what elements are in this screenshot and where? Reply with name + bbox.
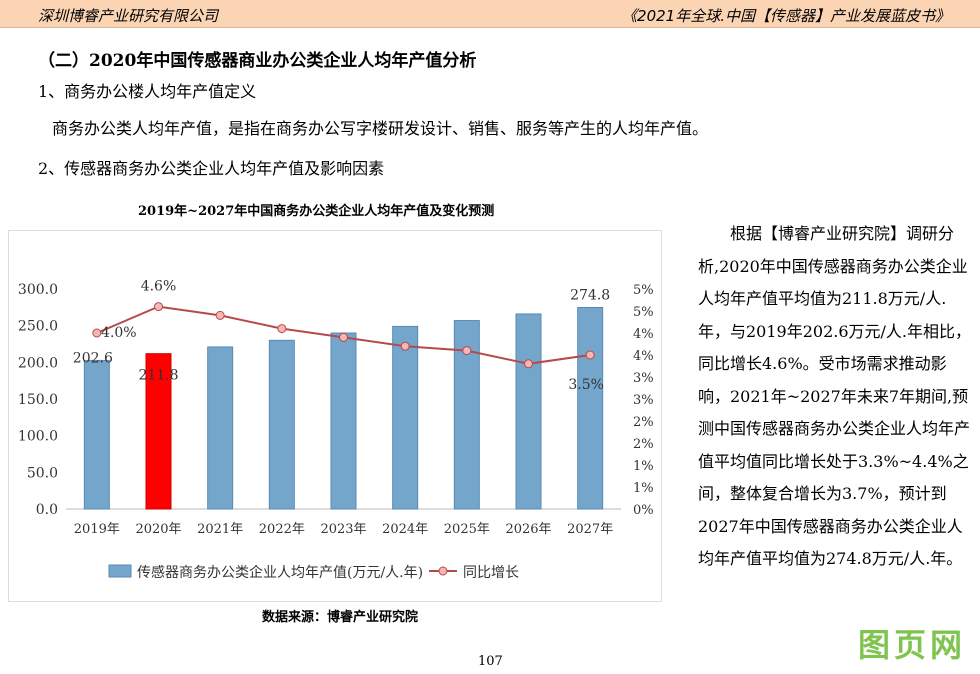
x-tick-label: 2027年: [567, 522, 613, 537]
y-tick-label: 50.0: [27, 465, 58, 481]
watermark-logo: 图页网: [858, 626, 967, 664]
growth-point: [585, 350, 595, 360]
bar: [207, 346, 234, 510]
y2-tick-label: 1%: [633, 481, 654, 496]
page-number: 107: [478, 654, 503, 669]
data-label: 211.8: [138, 368, 178, 384]
data-label: 4.0%: [101, 325, 137, 341]
y-tick-label: 200.0: [18, 355, 58, 371]
x-tick-label: 2023年: [320, 522, 366, 537]
x-tick-label: 2024年: [382, 522, 428, 537]
growth-point: [277, 324, 287, 334]
x-tick-label: 2026年: [505, 522, 551, 537]
header-company: 深圳博睿产业研究有限公司: [38, 7, 219, 25]
y-tick-label: 300.0: [18, 282, 58, 298]
x-tick-label: 2022年: [259, 522, 305, 537]
x-tick-label: 2021年: [197, 522, 243, 537]
page-header: 深圳博睿产业研究有限公司 《2021年全球.中国【传感器】产业发展蓝皮书》: [0, 0, 980, 28]
y-tick-label: 150.0: [18, 392, 58, 408]
bar: [83, 359, 110, 510]
legend-line-label: 同比增长: [463, 565, 519, 581]
data-label: 3.5%: [568, 377, 604, 393]
y2-tick-label: 4%: [633, 327, 654, 342]
chart-title: 2019年~2027年中国商务办公类企业人均年产值及变化预测: [138, 204, 495, 219]
y2-tick-label: 0%: [633, 503, 654, 518]
growth-point: [92, 328, 102, 338]
definition-text: 商务办公类人均年产值，是指在商务办公写字楼研发设计、销售、服务等产生的人均年产值…: [52, 119, 709, 138]
section-title: （二）2020年中国传感器商业办公类企业人均年产值分析: [38, 51, 477, 71]
data-label: 202.6: [73, 350, 113, 366]
bar: [392, 325, 419, 510]
data-label: 4.6%: [141, 279, 177, 295]
y2-tick-label: 4%: [633, 349, 654, 364]
bar: [577, 306, 604, 510]
y-tick-label: 250.0: [18, 319, 58, 335]
y2-tick-label: 3%: [633, 371, 654, 386]
legend-line-marker: [438, 566, 448, 576]
y2-tick-label: 2%: [633, 437, 654, 452]
y-tick-label: 100.0: [18, 429, 58, 445]
x-tick-label: 2020年: [135, 522, 181, 537]
subheading-1: 1、商务办公楼人均年产值定义: [38, 82, 257, 101]
growth-point: [400, 341, 410, 351]
data-label: 274.8: [570, 287, 610, 303]
x-tick-label: 2025年: [444, 522, 490, 537]
analysis-paragraph: 根据【博睿产业研究院】调研分析,2020年中国传感器商务办公类企业人均年产值平均…: [698, 224, 972, 568]
y-tick-label: 0.0: [36, 502, 58, 518]
subheading-2: 2、传感器商务办公类企业人均年产值及影响因素: [38, 159, 385, 178]
y2-tick-label: 2%: [633, 415, 654, 430]
growth-point: [215, 310, 225, 320]
header-book-title: 《2021年全球.中国【传感器】产业发展蓝皮书》: [622, 7, 950, 25]
chart: 0.0 50.0 100.0 150.0 200.0 250.0 300.0 0% 1% 1% 2%…: [18, 279, 654, 581]
y2-tick-label: 5%: [633, 283, 654, 298]
bar: [145, 353, 172, 510]
bar: [515, 313, 542, 510]
chart-frame: 0.0 50.0 100.0 150.0 200.0 250.0 300.0 0% 1% 1% 2%…: [8, 230, 662, 602]
growth-point: [524, 359, 533, 369]
growth-point: [154, 302, 163, 312]
x-tick-label: 2019年: [74, 522, 120, 537]
legend-bar-swatch: [108, 564, 132, 578]
legend-bar-label: 传感器商务办公类企业人均年产值(万元/人.年): [137, 564, 423, 581]
growth-point: [339, 332, 348, 342]
growth-point: [462, 346, 472, 356]
y2-tick-label: 5%: [633, 305, 654, 320]
bar: [330, 332, 357, 510]
y2-tick-label: 1%: [633, 459, 654, 474]
bar: [268, 339, 295, 510]
data-source: 数据来源：博睿产业研究院: [262, 610, 419, 625]
y2-tick-label: 3%: [633, 393, 654, 408]
